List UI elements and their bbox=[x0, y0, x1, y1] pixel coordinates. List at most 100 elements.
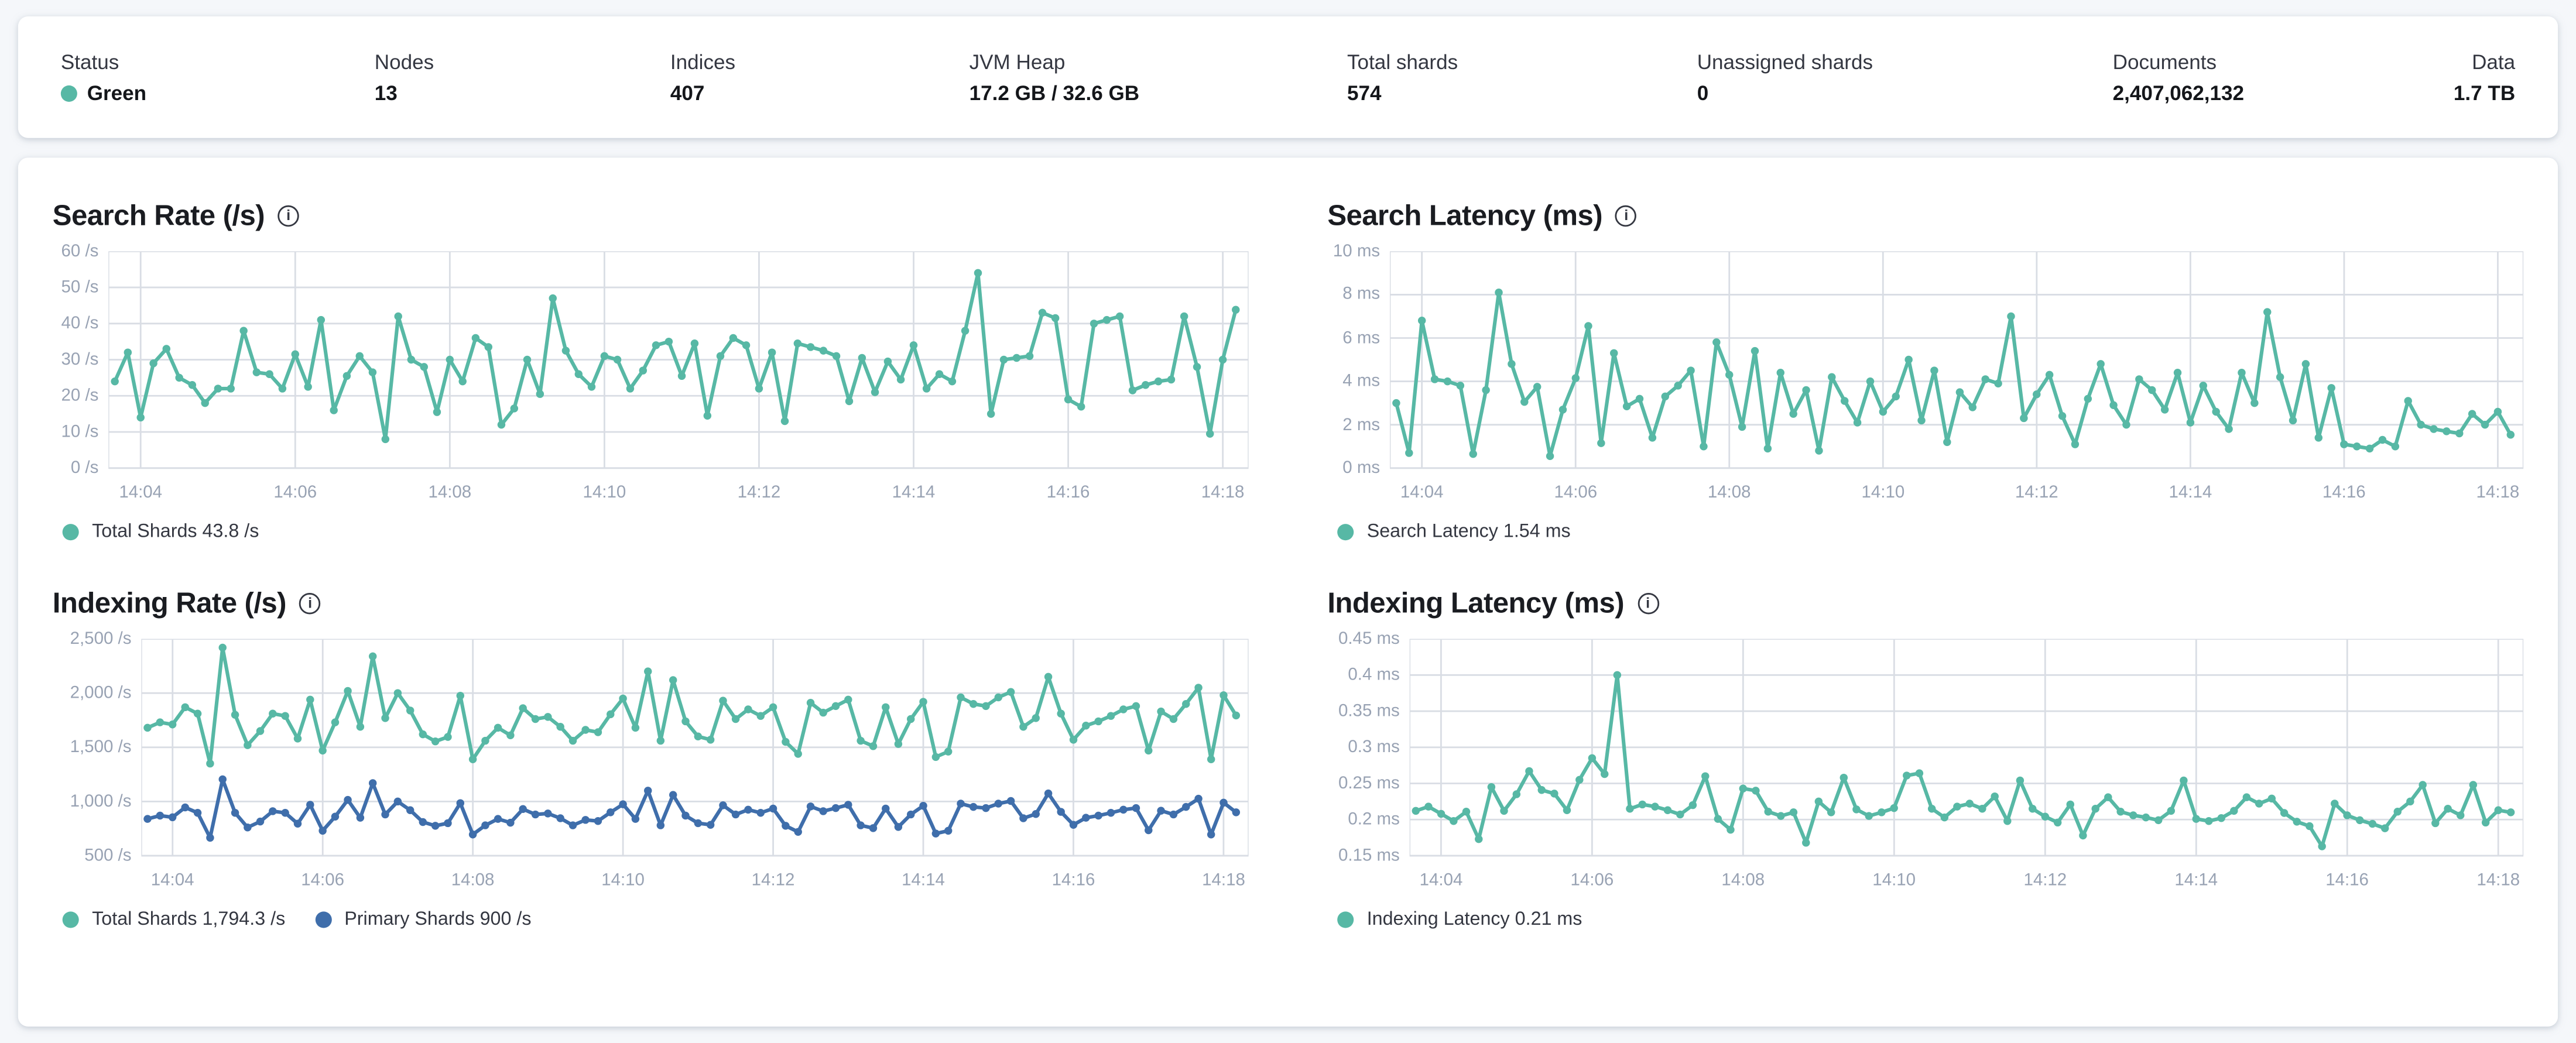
data-point bbox=[994, 693, 1003, 702]
data-point bbox=[1751, 346, 1759, 355]
y-axis-tick-label: 30 /s bbox=[61, 349, 99, 370]
data-point bbox=[831, 702, 840, 711]
charts-grid: Search Rate (/s) i 0 /s 10 /s 20 /s 30 /s 40… bbox=[53, 199, 2524, 929]
data-point bbox=[982, 702, 990, 711]
chart-plot-area[interactable]: 14:04 14:06 14:08 14:10 14:12 14:14 14:16 14:18 bbox=[1389, 250, 2524, 507]
y-axis-tick-label: 50 /s bbox=[61, 277, 99, 297]
stat-nodes: Nodes 13 bbox=[375, 50, 670, 105]
data-point bbox=[1661, 392, 1670, 401]
data-point bbox=[281, 809, 289, 817]
data-point bbox=[1107, 809, 1115, 817]
data-point bbox=[278, 385, 287, 393]
data-point bbox=[1687, 366, 1695, 375]
data-point bbox=[252, 368, 261, 376]
info-icon[interactable]: i bbox=[278, 205, 299, 227]
data-point bbox=[2468, 410, 2476, 418]
data-point bbox=[1032, 714, 1040, 722]
data-point bbox=[544, 713, 552, 721]
data-point bbox=[1712, 338, 1721, 346]
data-point bbox=[293, 819, 302, 828]
data-point bbox=[1930, 366, 1938, 375]
search-rate-chart[interactable]: 0 /s 10 /s 20 /s 30 /s 40 /s 50 /s 60 /s 14:04… bbox=[53, 241, 1250, 507]
data-point bbox=[420, 363, 428, 371]
data-point bbox=[2280, 809, 2289, 817]
data-point bbox=[510, 404, 519, 413]
y-axis-tick-label: 8 ms bbox=[1342, 284, 1381, 305]
data-point bbox=[406, 706, 415, 715]
indexing-latency-chart[interactable]: 0.15 ms 0.2 ms 0.25 ms 0.3 ms 0.35 ms 0.4 ms 0… bbox=[1327, 629, 2524, 896]
data-point bbox=[2071, 440, 2080, 448]
data-point bbox=[111, 377, 119, 386]
data-point bbox=[444, 733, 452, 741]
data-point bbox=[1981, 375, 1989, 383]
data-point bbox=[2122, 420, 2130, 429]
y-axis-tick-label: 10 ms bbox=[1332, 241, 1381, 262]
search-latency-chart[interactable]: 0 ms 2 ms 4 ms 6 ms 8 ms 10 ms 14:04 14:06 14:0… bbox=[1327, 241, 2524, 507]
info-icon[interactable]: i bbox=[299, 593, 321, 615]
data-point bbox=[406, 806, 415, 814]
x-axis-tick-label: 14:18 bbox=[2476, 482, 2520, 502]
data-point bbox=[1232, 306, 1240, 314]
chart-plot-area[interactable]: 14:04 14:06 14:08 14:10 14:12 14:14 14:16 14:18 bbox=[107, 250, 1250, 507]
data-point bbox=[1674, 382, 1682, 390]
data-point bbox=[1968, 403, 1977, 411]
series-line bbox=[113, 271, 1238, 441]
data-point bbox=[729, 334, 738, 342]
data-point bbox=[269, 807, 277, 815]
legend-dot-icon bbox=[62, 911, 79, 928]
data-point bbox=[755, 385, 763, 393]
data-point bbox=[1953, 802, 1961, 811]
data-point bbox=[1405, 449, 1413, 457]
data-point bbox=[742, 341, 751, 349]
data-point bbox=[871, 388, 879, 396]
chart-plot-area[interactable]: 14:04 14:06 14:08 14:10 14:12 14:14 14:16 14:18 bbox=[140, 638, 1250, 896]
data-point bbox=[1512, 790, 1521, 798]
data-point bbox=[2406, 797, 2414, 806]
data-point bbox=[806, 343, 815, 351]
indexing-rate-chart[interactable]: 500 /s 1,000 /s 1,500 /s 2,000 /s 2,500 /s 1… bbox=[53, 629, 1250, 896]
data-point bbox=[556, 814, 564, 822]
data-point bbox=[1648, 434, 1657, 442]
data-point bbox=[561, 346, 570, 355]
x-axis-tick-label: 14:16 bbox=[2325, 870, 2369, 889]
data-point bbox=[355, 352, 364, 361]
y-axis-tick-label: 0.4 ms bbox=[1348, 665, 1400, 685]
data-point bbox=[1069, 821, 1078, 829]
data-point bbox=[894, 823, 903, 831]
data-point bbox=[2097, 360, 2105, 368]
data-point bbox=[694, 732, 703, 740]
chart-plot-area[interactable]: 14:04 14:06 14:08 14:10 14:12 14:14 14:16 14:18 bbox=[1409, 638, 2524, 896]
data-point bbox=[857, 736, 865, 745]
chart-svg: 14:04 14:06 14:08 14:10 14:12 14:14 14:16 14:18 bbox=[107, 250, 1250, 502]
data-point bbox=[206, 833, 214, 842]
info-icon[interactable]: i bbox=[1637, 593, 1659, 615]
data-point bbox=[1169, 715, 1178, 723]
data-point bbox=[293, 735, 302, 743]
data-point bbox=[2242, 793, 2251, 801]
x-axis-tick-label: 14:14 bbox=[902, 870, 945, 889]
data-point bbox=[1443, 377, 1452, 386]
chart-legend: Indexing Latency 0.21 ms bbox=[1337, 910, 2523, 929]
x-axis-tick-label: 14:04 bbox=[151, 870, 194, 889]
stat-total-shards: Total shards 574 bbox=[1347, 50, 1697, 105]
data-point bbox=[2368, 819, 2377, 828]
x-axis-tick-label: 14:04 bbox=[119, 482, 162, 502]
data-point bbox=[1450, 817, 1458, 825]
info-icon[interactable]: i bbox=[1615, 205, 1637, 227]
data-point bbox=[652, 341, 660, 349]
data-point bbox=[168, 813, 177, 822]
data-point bbox=[986, 410, 995, 418]
data-point bbox=[869, 824, 878, 832]
data-point bbox=[1903, 771, 1911, 780]
data-point bbox=[919, 698, 927, 706]
data-point bbox=[782, 737, 790, 746]
x-axis-tick-label: 14:06 bbox=[1571, 870, 1614, 889]
data-point bbox=[2391, 442, 2400, 451]
chart-svg: 14:04 14:06 14:08 14:10 14:12 14:14 14:16 14:18 bbox=[1409, 638, 2524, 889]
data-point bbox=[265, 370, 273, 378]
data-point bbox=[896, 375, 905, 384]
data-point bbox=[568, 821, 577, 829]
data-point bbox=[318, 746, 327, 755]
data-point bbox=[1533, 383, 1542, 391]
data-point bbox=[2192, 815, 2200, 823]
